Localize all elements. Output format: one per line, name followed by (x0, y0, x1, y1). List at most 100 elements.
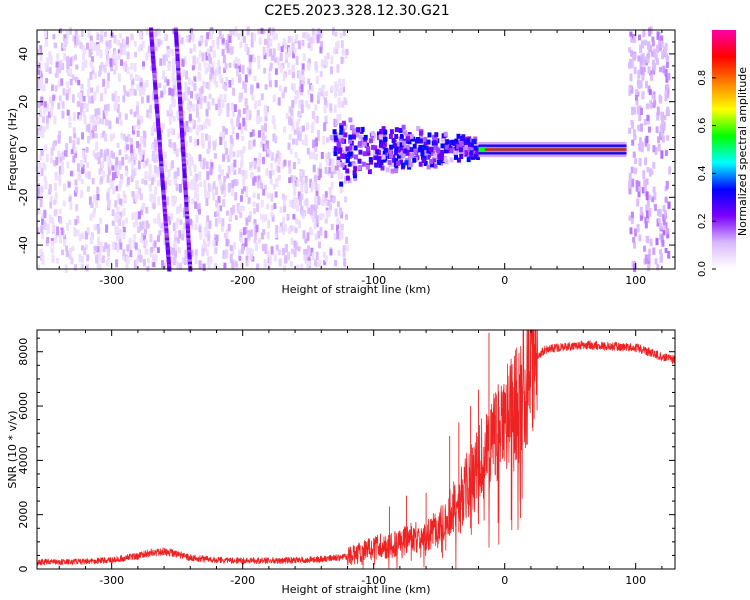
spectrogram-cell (270, 163, 273, 169)
spectrogram-cell (57, 135, 61, 144)
spectrogram-cell (393, 150, 398, 156)
spectrogram-cell (264, 38, 268, 46)
spectrogram-cell (212, 181, 216, 190)
spectrogram-cell (332, 26, 335, 36)
spectrogram-cell (38, 80, 42, 89)
spectrogram-cell (405, 136, 410, 142)
spectrogram-cell (291, 70, 295, 79)
spectrogram-cell (91, 67, 95, 75)
spectrogram-cell (47, 111, 51, 119)
spectrogram-cell (43, 209, 47, 218)
spectrogram-cell (173, 89, 177, 95)
spectrogram-cell (68, 116, 72, 122)
spectrogram-cell (130, 144, 134, 154)
spectrogram-cell (193, 76, 197, 82)
spectrogram-cell (333, 47, 336, 55)
spectrogram-cell (249, 247, 252, 255)
spectrogram-cell (172, 222, 176, 231)
spectrogram-cell (228, 212, 232, 221)
spectrogram-cell (449, 148, 454, 153)
spectrogram-cell (334, 90, 337, 98)
x-tick-label: 100 (625, 574, 646, 587)
spectrogram-cell (310, 84, 314, 92)
spectrogram-cell (392, 157, 397, 163)
spectrogram-cell (137, 248, 141, 256)
spectrogram-cell (470, 143, 475, 149)
spectrogram-cell (649, 238, 653, 247)
spectrogram-cell (96, 47, 100, 56)
spectrogram-cell (106, 103, 110, 112)
spectrogram-cell (102, 246, 106, 252)
spectrogram-cell (180, 97, 184, 105)
spectrogram-cell (459, 136, 464, 141)
spectrogram-cell (266, 106, 269, 113)
spectrogram-cell (368, 138, 373, 144)
spectrogram-cell (141, 232, 145, 240)
spectrogram-cell (74, 264, 77, 271)
y-tick-label: -40 (17, 236, 30, 254)
spectrogram-cell (240, 162, 244, 168)
spectrogram-cell (195, 174, 199, 180)
spectrogram-cell (43, 221, 47, 230)
spectrogram-cell (299, 170, 302, 177)
spectrogram-cell (231, 102, 234, 111)
spectrogram-cell (334, 260, 338, 267)
spectrogram-cell (246, 26, 250, 36)
spectrogram-cell (232, 60, 236, 69)
spectrogram-cell (664, 150, 668, 157)
spectrogram-cell (252, 201, 256, 207)
spectrogram-cell (644, 216, 648, 224)
spectrogram-cell (634, 158, 638, 165)
spectrogram-cell (355, 132, 359, 138)
spectrogram-cell (282, 199, 286, 207)
spectrogram-cell (39, 154, 43, 161)
spectrogram-cell (401, 162, 406, 168)
spectrogram-cell (426, 139, 431, 145)
spectrogram-cell (301, 170, 305, 178)
spectrogram-cell (220, 169, 224, 176)
spectrogram-cell (292, 83, 296, 93)
spectrogram-cell (456, 133, 461, 139)
spectrogram-cell (142, 202, 146, 209)
spectrogram-cell (172, 256, 176, 266)
spectrogram-cell (96, 85, 100, 94)
spectrogram-cell (237, 32, 241, 40)
spectrogram-cell (100, 92, 104, 102)
spectrogram-cell (306, 232, 310, 241)
spectrogram-cell (394, 163, 399, 169)
spectrogram-cell (296, 127, 300, 135)
spectrogram-cell (135, 74, 138, 81)
spectrogram-cell (143, 138, 147, 148)
spectrogram-cell (83, 115, 87, 124)
spectrogram-cell (60, 169, 64, 175)
spectrogram-cell (382, 150, 387, 156)
spectrogram-cell (628, 84, 632, 91)
spectrogram-cell (319, 226, 323, 236)
spectrogram-cell (383, 136, 388, 142)
spectrogram-cell (59, 235, 62, 244)
spectrogram-cell (244, 125, 248, 131)
spectrogram-cell (253, 75, 257, 82)
spectrogram-cell (136, 141, 140, 149)
spectrogram-cell (321, 200, 325, 207)
spectrogram-cell (118, 160, 122, 170)
spectrogram-cell (333, 135, 338, 141)
spectrogram-cell (654, 258, 658, 265)
spectrogram-cell (201, 132, 205, 139)
spectrogram-cell (68, 122, 72, 128)
spectrogram-cell (214, 69, 218, 77)
spectrogram-cell (140, 136, 144, 144)
spectrogram-cell (658, 44, 662, 52)
spectrogram-cell (630, 36, 634, 43)
spectrogram-cell (247, 230, 251, 239)
spectrogram-cell (325, 200, 329, 207)
spectrogram-cell (204, 133, 208, 141)
spectrogram-cell (58, 66, 62, 74)
spectrogram-cell (650, 169, 654, 175)
spectrogram-cell (642, 29, 646, 37)
spectrogram-cell (311, 28, 315, 36)
spectrogram-cell (43, 101, 47, 108)
spectrogram-cell (198, 154, 202, 162)
spectrogram-cell (182, 122, 186, 132)
spectrogram-cell (168, 180, 172, 186)
